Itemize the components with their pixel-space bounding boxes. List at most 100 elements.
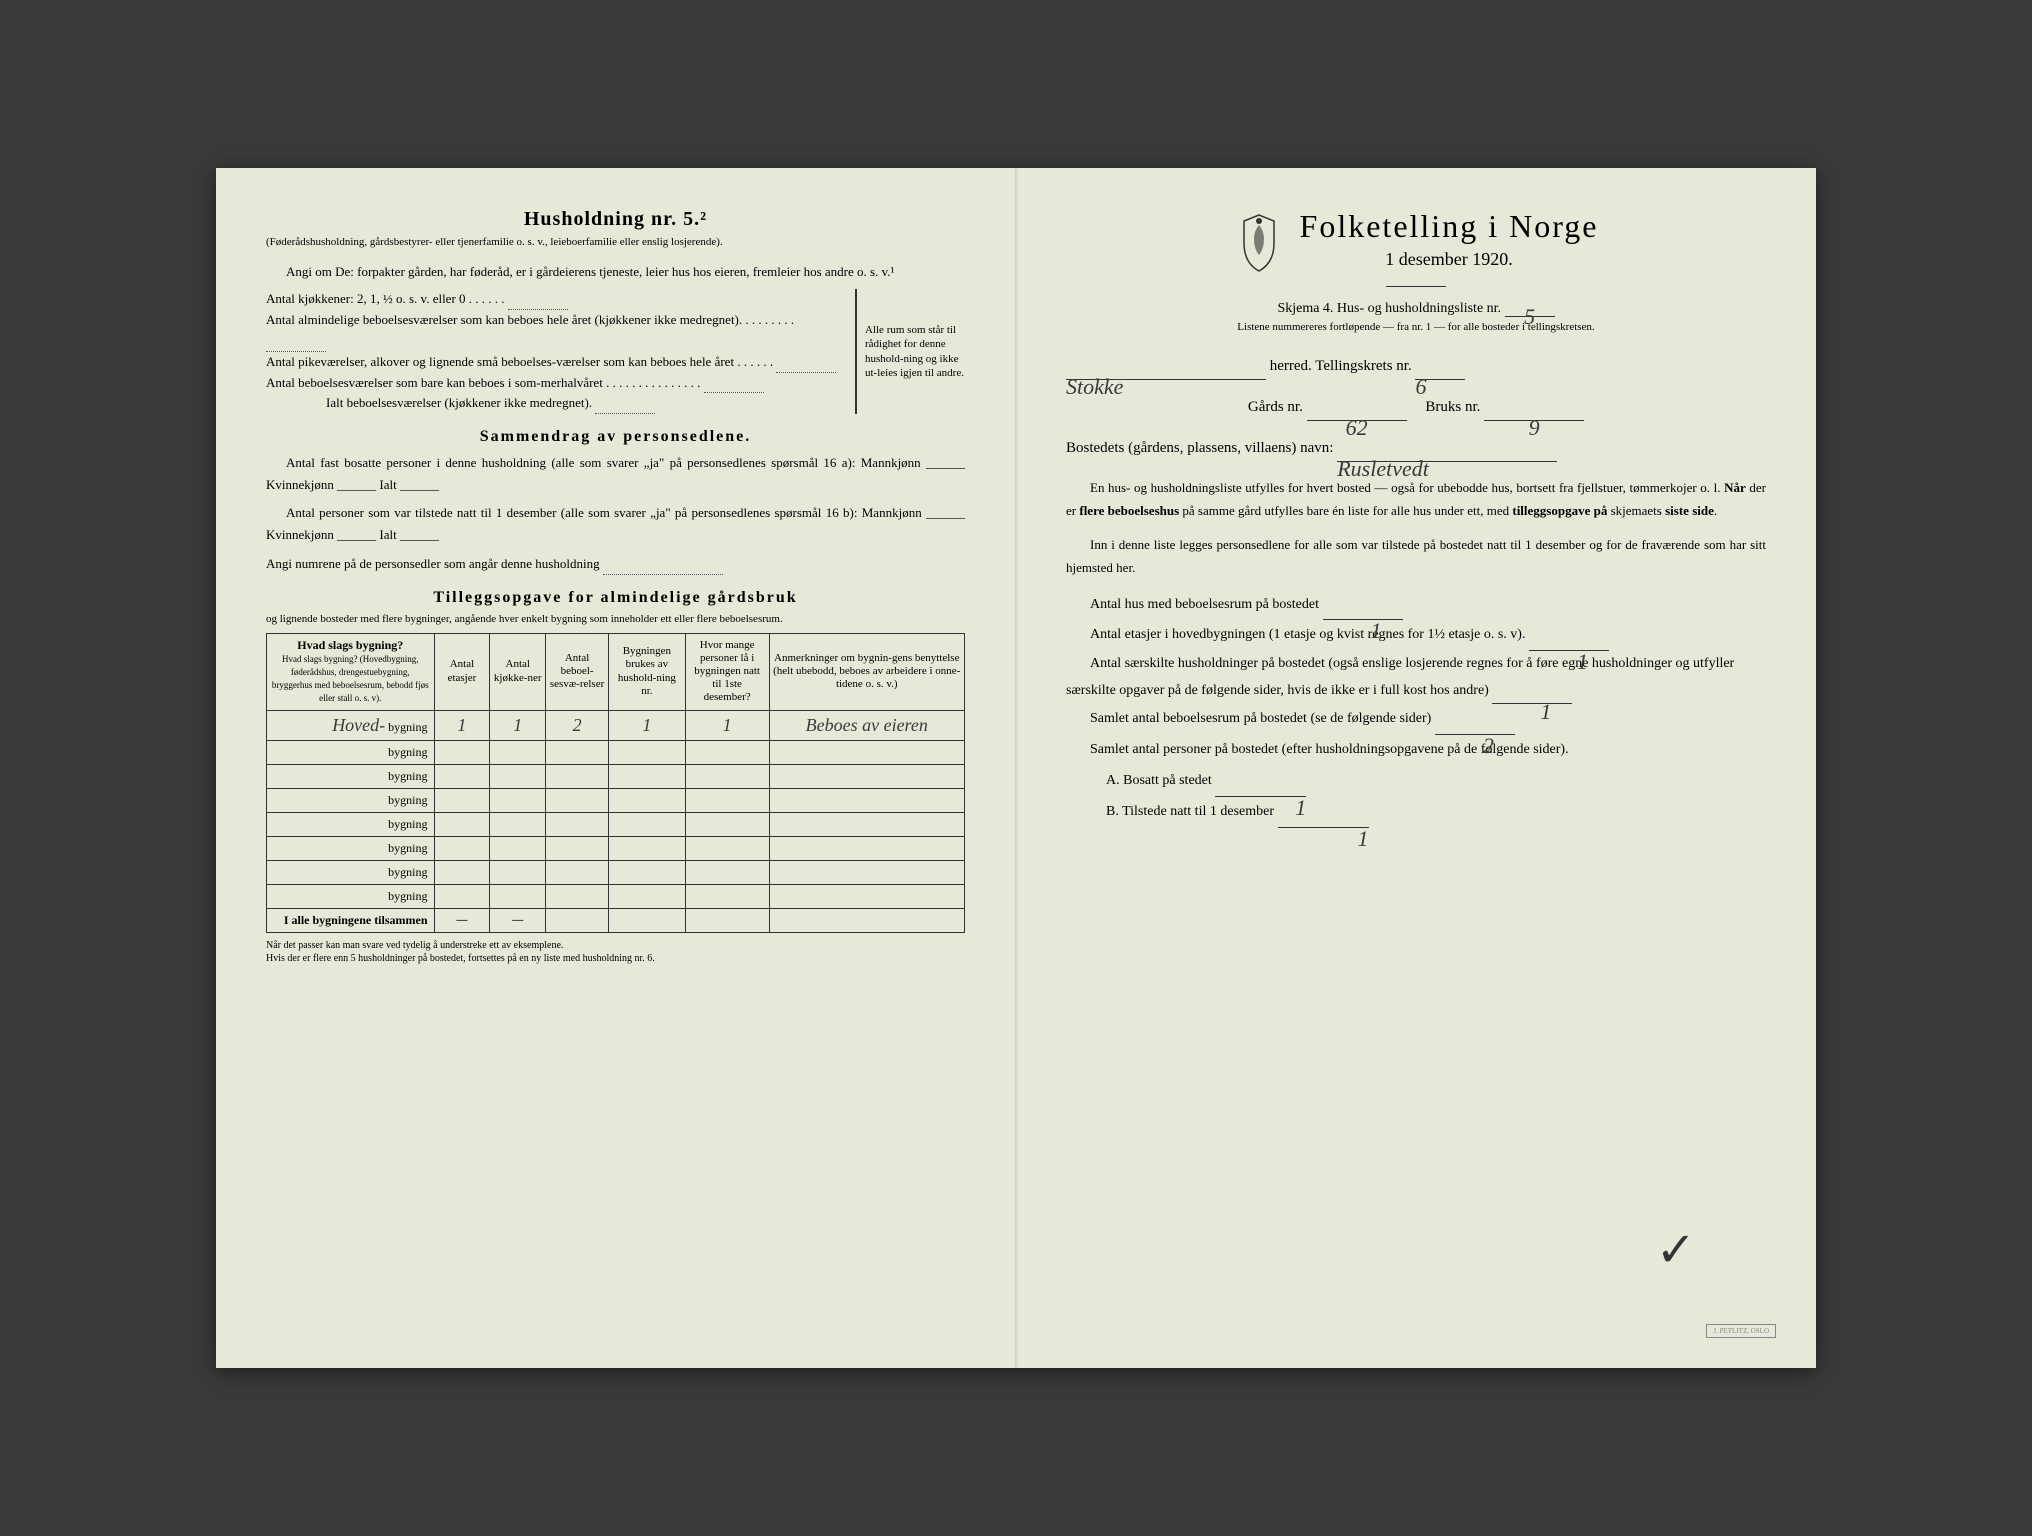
table-row: bygning	[267, 812, 965, 836]
checkmark-icon: ✓	[1656, 1222, 1696, 1278]
brace-note: Alle rum som står til rådighet for denne…	[855, 289, 965, 414]
table-cell	[769, 788, 965, 812]
qA: A. Bosatt på stedet 1	[1066, 766, 1766, 797]
table-cell	[769, 860, 965, 884]
bruks-nr: 9	[1529, 408, 1540, 448]
row-name: Hoved- bygning	[267, 710, 435, 740]
qA-val: 1	[1255, 784, 1306, 832]
q1-val: 1	[1347, 607, 1382, 655]
table-cell	[434, 764, 490, 788]
row-name: bygning	[267, 884, 435, 908]
household-heading: Husholdning nr. 5.²	[266, 208, 965, 231]
q2-val: 1	[1553, 638, 1588, 686]
table-cell	[434, 884, 490, 908]
rooms-line-2: Antal pikeværelser, alkover og lignende …	[266, 352, 855, 373]
table-cell	[546, 884, 609, 908]
table-cell	[490, 836, 546, 860]
row-name: bygning	[267, 764, 435, 788]
table-cell: Beboes av eieren	[769, 710, 965, 740]
table-cell	[546, 764, 609, 788]
row-name: bygning	[267, 836, 435, 860]
left-footnote: Når det passer kan man svare ved tydelig…	[266, 939, 965, 965]
coat-of-arms-icon	[1234, 213, 1284, 273]
rooms-line-1: Antal almindelige beboelsesværelser som …	[266, 310, 855, 352]
gards-nr: 62	[1346, 408, 1368, 448]
table-row: bygning	[267, 788, 965, 812]
table-cell	[490, 860, 546, 884]
table-cell	[434, 836, 490, 860]
table-cell	[608, 860, 685, 884]
row-name: bygning	[267, 740, 435, 764]
main-title: Folketelling i Norge	[1300, 208, 1599, 245]
row-name: bygning	[267, 788, 435, 812]
table-cell	[546, 740, 609, 764]
s2-line3: Angi numrene på de personsedler som angå…	[266, 553, 965, 575]
table-cell	[546, 788, 609, 812]
title-rule	[1386, 286, 1446, 287]
q3: Antal særskilte husholdninger på bostede…	[1066, 651, 1766, 704]
table-cell	[608, 764, 685, 788]
bosted-value: Rusletvedt	[1337, 449, 1429, 489]
table-cell	[608, 812, 685, 836]
census-document-spread: Husholdning nr. 5.² (Føderådshusholdning…	[216, 168, 1816, 1368]
header-row: Folketelling i Norge 1 desember 1920.	[1066, 208, 1766, 278]
qB-val: 1	[1318, 815, 1369, 863]
total-label: I alle bygningene tilsammen	[267, 908, 435, 932]
table-row: bygning	[267, 860, 965, 884]
q4-val: 2	[1459, 722, 1494, 770]
q3-val: 1	[1516, 691, 1551, 733]
table-cell	[490, 788, 546, 812]
skjema-line: Skjema 4. Hus- og husholdningsliste nr. …	[1066, 301, 1766, 317]
table-cell: 2	[546, 710, 609, 740]
table-row: bygning	[267, 836, 965, 860]
table-cell	[608, 836, 685, 860]
census-date: 1 desember 1920.	[1300, 249, 1599, 270]
table-cell	[490, 884, 546, 908]
table-cell	[490, 812, 546, 836]
table-row: bygning	[267, 764, 965, 788]
table-cell	[490, 740, 546, 764]
q1: Antal hus med beboelsesrum på bostedet 1	[1066, 590, 1766, 621]
table-row: bygning	[267, 884, 965, 908]
th-etasjer: Antal etasjer	[434, 633, 490, 710]
rooms-block: Antal kjøkkener: 2, 1, ½ o. s. v. eller …	[266, 289, 965, 414]
table-cell	[685, 812, 769, 836]
table-cell	[685, 860, 769, 884]
angi-line: Angi om De: forpakter gården, har føderå…	[266, 261, 965, 283]
table-cell	[434, 740, 490, 764]
section2-title: Sammendrag av personsedlene.	[266, 428, 965, 446]
th-personer: Hvor mange personer lå i bygningen natt …	[685, 633, 769, 710]
table-cell: 1	[608, 710, 685, 740]
list-note: Listene nummereres fortløpende — fra nr.…	[1066, 321, 1766, 333]
krets-nr: 6	[1415, 367, 1426, 407]
herred-value: Stokke	[1066, 367, 1123, 407]
skjema-nr: 5	[1524, 304, 1535, 330]
q5: Samlet antal personer på bostedet (efter…	[1066, 735, 1766, 766]
table-cell	[685, 884, 769, 908]
buildings-table: Hvad slags bygning?Hvad slags bygning? (…	[266, 633, 965, 933]
q2: Antal etasjer i hovedbygningen (1 etasje…	[1066, 620, 1766, 651]
table-cell: 1	[490, 710, 546, 740]
s2-line2: Antal personer som var tilstede natt til…	[266, 502, 965, 546]
para2: Inn i denne liste legges personsedlene f…	[1066, 533, 1766, 580]
table-cell: 1	[685, 710, 769, 740]
left-page: Husholdning nr. 5.² (Føderådshusholdning…	[216, 168, 1016, 1368]
table-cell	[685, 740, 769, 764]
herred-row: Stokke herred. Tellingskrets nr. 6	[1066, 353, 1766, 380]
row-name: bygning	[267, 860, 435, 884]
table-cell	[490, 764, 546, 788]
th-hushold: Bygningen brukes av hushold-ning nr.	[608, 633, 685, 710]
table-cell	[769, 836, 965, 860]
table-cell	[769, 884, 965, 908]
table-cell	[685, 764, 769, 788]
section3-title: Tilleggsopgave for almindelige gårdsbruk	[266, 589, 965, 607]
th-beboel: Antal beboel-sesvæ-relser	[546, 633, 609, 710]
table-cell	[546, 860, 609, 884]
table-cell	[546, 836, 609, 860]
th-type: Hvad slags bygning?Hvad slags bygning? (…	[267, 633, 435, 710]
rooms-line-3: Antal beboelsesværelser som bare kan beb…	[266, 373, 855, 394]
qB: B. Tilstede natt til 1 desember 1	[1066, 797, 1766, 828]
table-cell: 1	[434, 710, 490, 740]
table-cell	[608, 740, 685, 764]
table-cell	[608, 788, 685, 812]
